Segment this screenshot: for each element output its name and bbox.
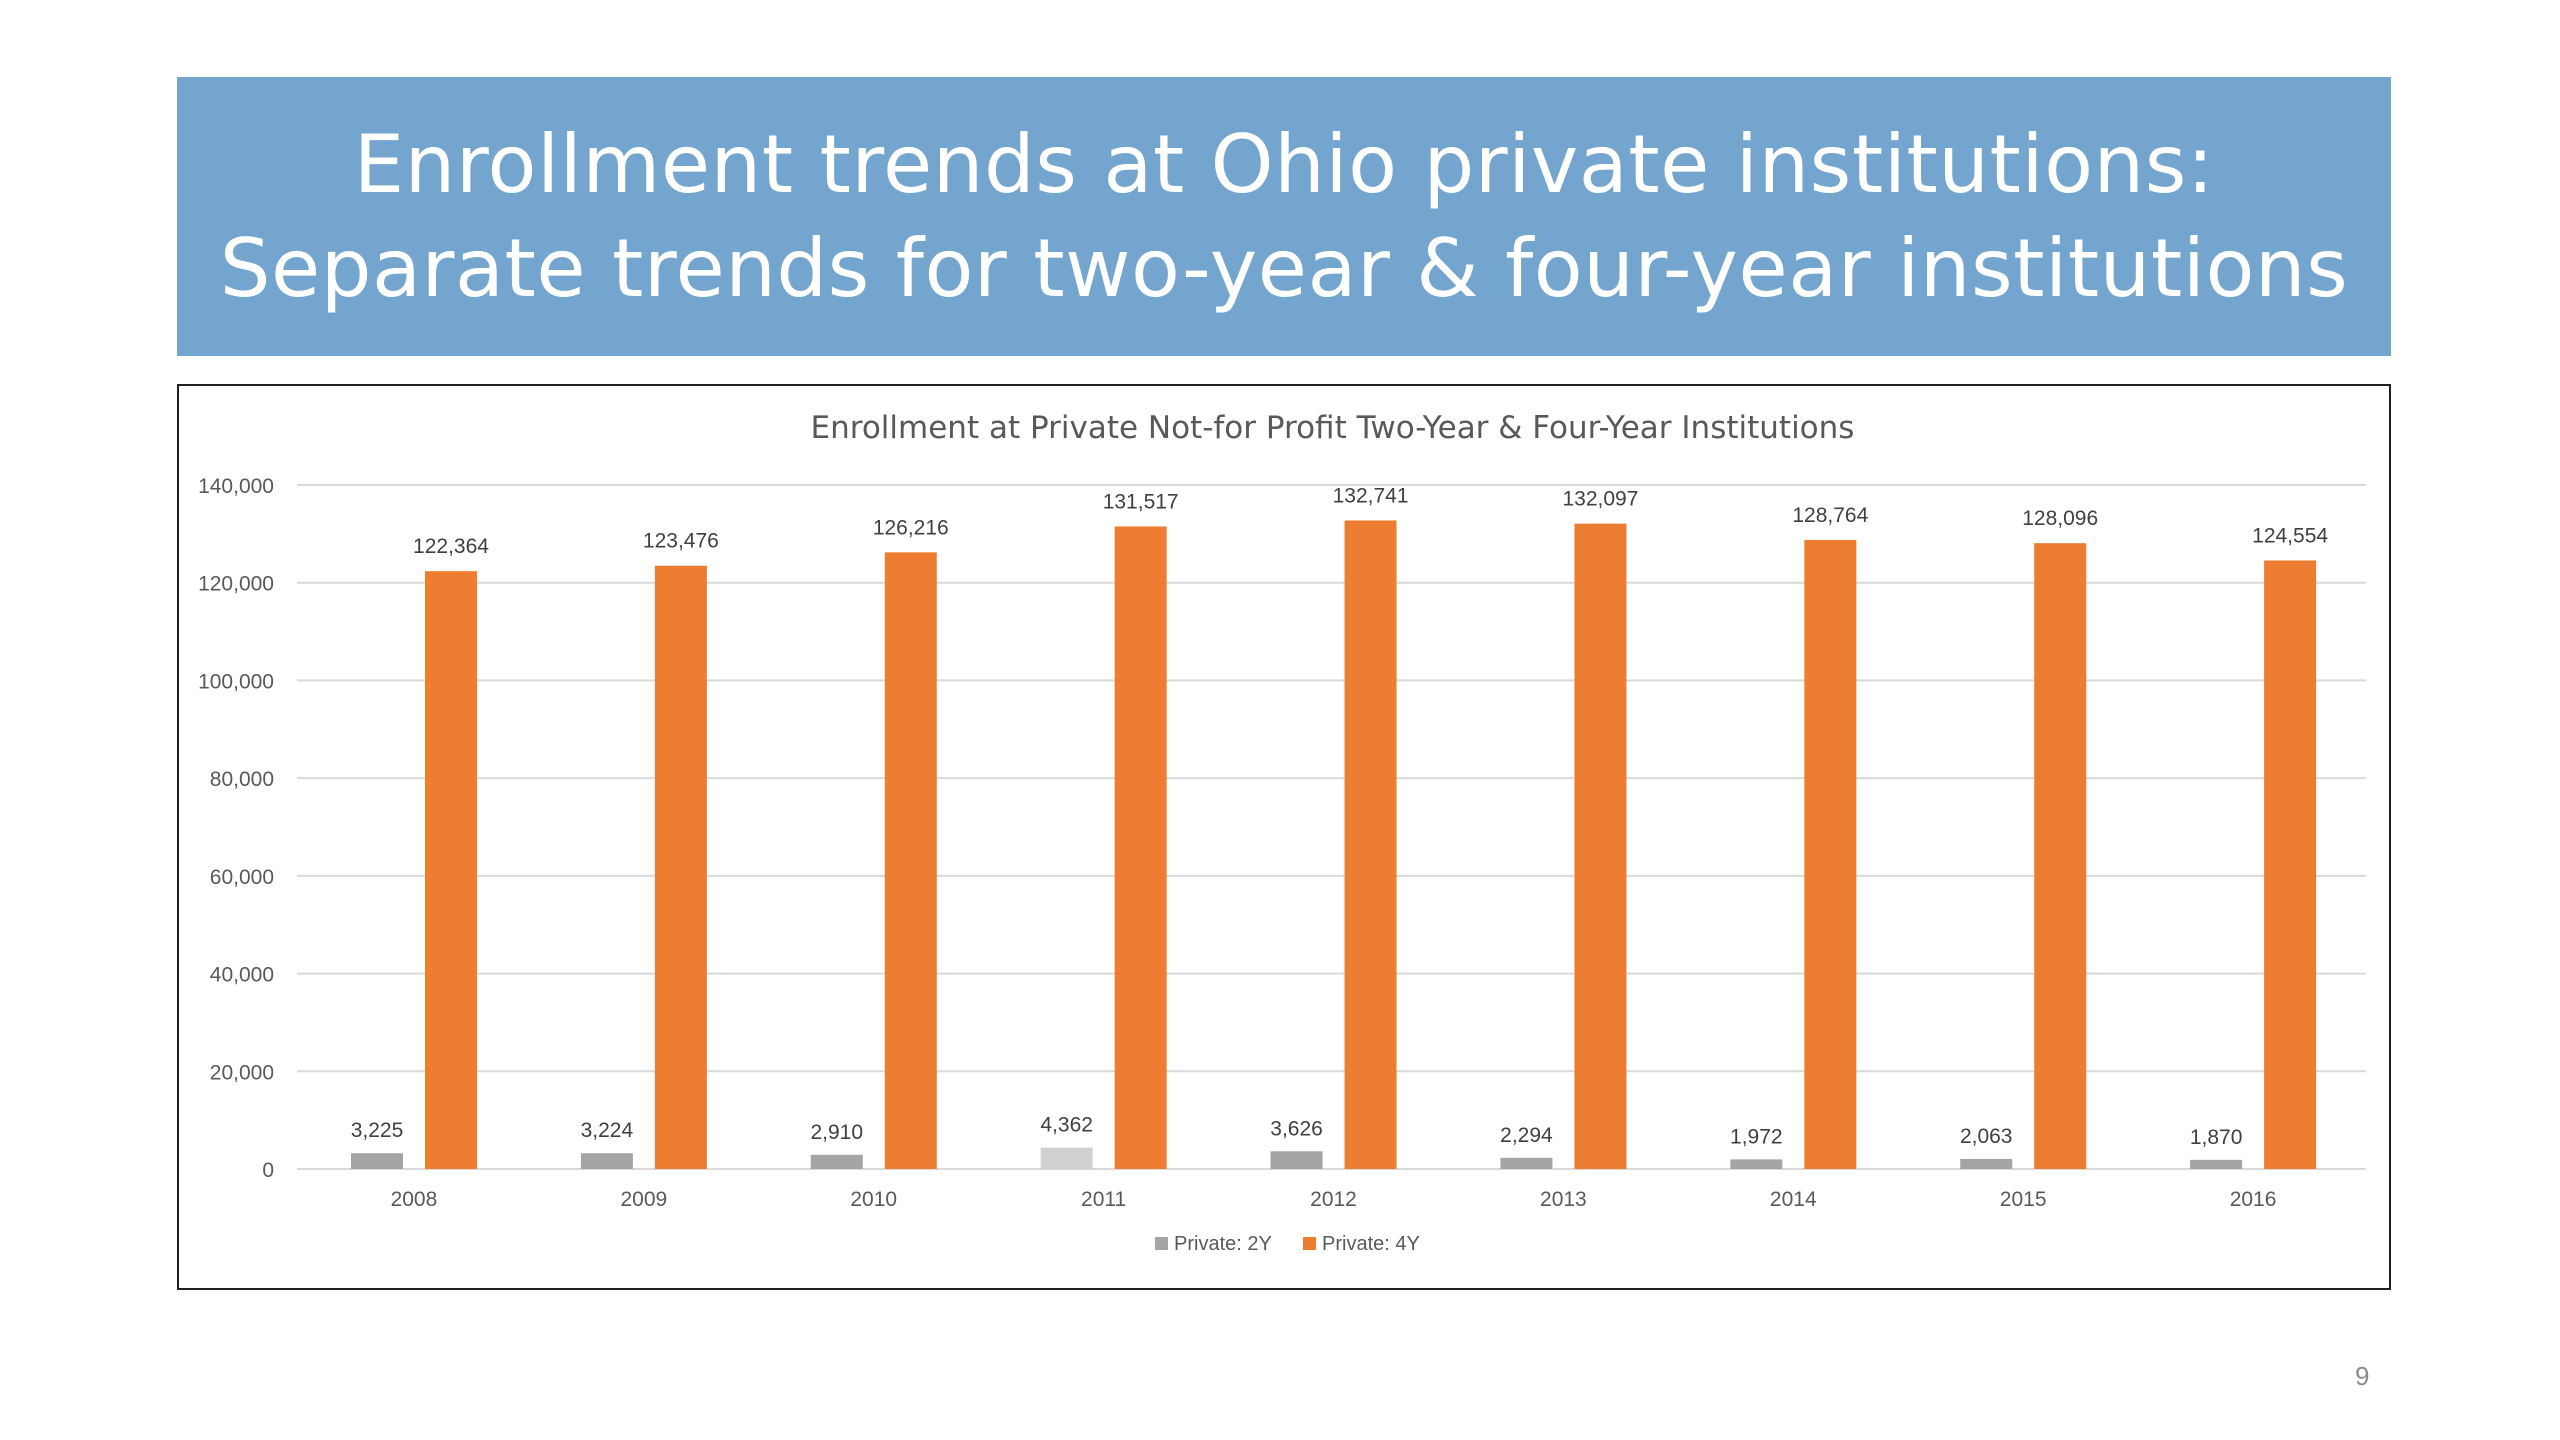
bar-private-4y-2009 <box>654 565 707 1169</box>
x-tick-label-2016: 2016 <box>2230 1188 2277 1211</box>
bar-private-2y-2015 <box>1960 1158 2013 1169</box>
bar-private-2y-2010 <box>810 1154 863 1169</box>
bar-private-4y-2015 <box>2034 543 2087 1169</box>
data-label-4y-2008: 122,364 <box>413 535 489 558</box>
data-label-2y-2010: 2,910 <box>810 1121 863 1144</box>
x-tick-label-2010: 2010 <box>850 1188 897 1211</box>
title-banner: Enrollment trends at Ohio private instit… <box>177 77 2391 356</box>
x-tick-label-2011: 2011 <box>1081 1188 1126 1211</box>
x-tick-label-2009: 2009 <box>620 1188 667 1211</box>
y-tick-label: 100,000 <box>198 670 274 693</box>
bar-private-4y-2013 <box>1574 523 1627 1169</box>
bar-private-2y-2011 <box>1040 1147 1093 1169</box>
bar-private-4y-2011 <box>1114 526 1167 1169</box>
legend-label-4y: Private: 4Y <box>1322 1233 1420 1255</box>
slide-number: 9 <box>2355 1361 2370 1391</box>
bar-private-2y-2008 <box>351 1153 403 1169</box>
x-tick-label-2014: 2014 <box>1770 1188 1817 1211</box>
data-label-4y-2013: 132,097 <box>1562 488 1638 511</box>
bar-private-4y-2012 <box>1344 520 1397 1169</box>
data-label-2y-2009: 3,224 <box>581 1119 634 1142</box>
y-tick-label: 0 <box>262 1159 274 1182</box>
chart-title: Enrollment at Private Not-for Profit Two… <box>811 410 1855 446</box>
y-tick-label: 120,000 <box>198 573 274 596</box>
legend-label-2y: Private: 2Y <box>1174 1233 1272 1255</box>
x-tick-label-2013: 2013 <box>1540 1188 1587 1211</box>
bar-private-2y-2014 <box>1730 1159 1783 1169</box>
data-label-4y-2011: 131,517 <box>1103 490 1179 513</box>
bar-chart: Enrollment at Private Not-for Profit Two… <box>198 410 2366 1255</box>
y-tick-label: 60,000 <box>210 866 274 889</box>
data-label-2y-2008: 3,225 <box>351 1119 404 1142</box>
bar-private-4y-2008 <box>425 571 477 1169</box>
slide-title-line-1: Enrollment trends at Ohio private instit… <box>353 117 2215 211</box>
x-tick-label-2008: 2008 <box>391 1188 438 1211</box>
data-label-2y-2015: 2,063 <box>1960 1125 2013 1148</box>
bar-private-4y-2014 <box>1804 539 1857 1169</box>
chart-container: Enrollment at Private Not-for Profit Two… <box>177 384 2391 1290</box>
data-label-2y-2012: 3,626 <box>1270 1117 1323 1140</box>
data-label-4y-2009: 123,476 <box>643 530 719 553</box>
data-label-2y-2011: 4,362 <box>1040 1114 1093 1137</box>
bar-private-4y-2016 <box>2264 560 2317 1169</box>
y-tick-label: 40,000 <box>210 964 274 987</box>
legend-swatch-2y <box>1155 1237 1168 1250</box>
y-tick-label: 140,000 <box>198 475 274 498</box>
y-tick-label: 20,000 <box>210 1061 274 1084</box>
bar-private-2y-2013 <box>1500 1157 1553 1169</box>
legend-swatch-4y <box>1303 1237 1316 1250</box>
data-label-2y-2013: 2,294 <box>1500 1124 1553 1147</box>
bar-private-2y-2012 <box>1270 1151 1323 1169</box>
x-tick-label-2015: 2015 <box>2000 1188 2047 1211</box>
y-tick-label: 80,000 <box>210 768 274 791</box>
x-tick-label-2012: 2012 <box>1310 1188 1357 1211</box>
data-label-4y-2015: 128,096 <box>2022 507 2098 530</box>
data-label-4y-2010: 126,216 <box>873 516 949 539</box>
bar-private-4y-2010 <box>884 552 937 1169</box>
data-label-4y-2014: 128,764 <box>1792 504 1868 527</box>
bar-private-2y-2009 <box>580 1153 633 1169</box>
bar-private-2y-2016 <box>2190 1159 2243 1169</box>
data-label-2y-2014: 1,972 <box>1730 1125 1783 1148</box>
data-label-4y-2012: 132,741 <box>1333 484 1409 507</box>
slide-title-line-2: Separate trends for two-year & four-year… <box>219 221 2349 315</box>
data-label-2y-2016: 1,870 <box>2190 1126 2243 1149</box>
data-label-4y-2016: 124,554 <box>2252 524 2328 547</box>
